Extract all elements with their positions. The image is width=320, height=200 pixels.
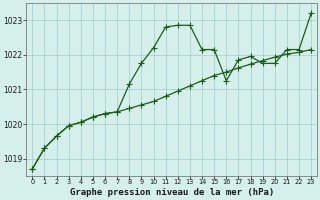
X-axis label: Graphe pression niveau de la mer (hPa): Graphe pression niveau de la mer (hPa) — [69, 188, 274, 197]
